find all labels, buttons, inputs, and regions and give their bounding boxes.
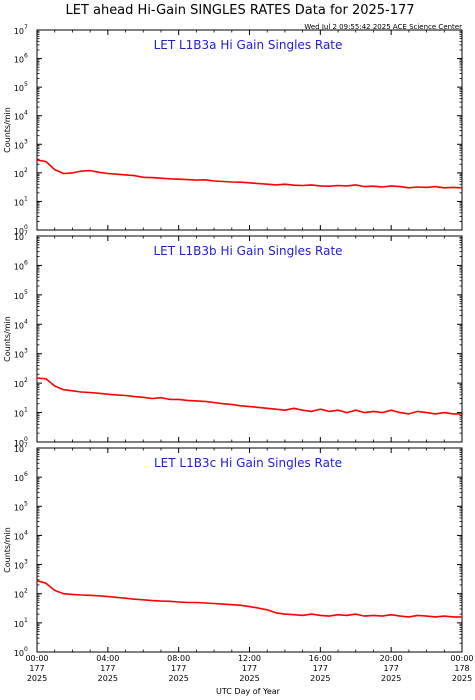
y-tick-label: 10 bbox=[14, 141, 24, 150]
x-tick-label: 2025 bbox=[310, 674, 330, 683]
y-tick-label-exponent: 6 bbox=[24, 471, 28, 478]
y-tick-label-exponent: 7 bbox=[24, 230, 28, 237]
y-tick-label: 10 bbox=[14, 321, 24, 330]
y-tick-label: 10 bbox=[14, 198, 24, 207]
y-tick-label: 10 bbox=[14, 227, 24, 236]
y-tick-label-exponent: 4 bbox=[24, 529, 28, 536]
x-tick-label: 12:00 bbox=[238, 654, 261, 663]
y-tick-label: 10 bbox=[14, 233, 24, 242]
y-tick-label-exponent: 2 bbox=[24, 377, 28, 384]
y-tick-label-exponent: 0 bbox=[24, 646, 28, 653]
panel-title-2: LET L1B3b Hi Gain Singles Rate bbox=[153, 244, 342, 258]
y-tick-label: 10 bbox=[14, 292, 24, 301]
x-tick-label: 177 bbox=[100, 664, 115, 673]
x-tick-label: 2025 bbox=[168, 674, 188, 683]
y-tick-label: 10 bbox=[14, 503, 24, 512]
y-tick-label: 10 bbox=[14, 113, 24, 122]
y-tick-label-exponent: 3 bbox=[24, 348, 28, 355]
y-tick-label: 10 bbox=[14, 649, 24, 658]
y-tick-label-exponent: 2 bbox=[24, 588, 28, 595]
y-tick-label-exponent: 3 bbox=[24, 559, 28, 566]
y-tick-label-exponent: 7 bbox=[24, 24, 28, 31]
x-tick-label: 00:00 bbox=[25, 654, 48, 663]
panel-frame-1 bbox=[36, 29, 463, 231]
series-line-1 bbox=[36, 159, 463, 189]
y-tick-label-exponent: 5 bbox=[24, 289, 28, 296]
x-axis-label: UTC Day of Year bbox=[216, 687, 281, 696]
y-tick-label: 10 bbox=[14, 620, 24, 629]
y-tick-label: 10 bbox=[14, 562, 24, 571]
y-tick-label-exponent: 1 bbox=[24, 407, 28, 414]
y-tick-label: 10 bbox=[14, 351, 24, 360]
y-tick-label-exponent: 5 bbox=[24, 81, 28, 88]
y-tick-label-exponent: 6 bbox=[24, 53, 28, 60]
y-axis-label: Counts/min bbox=[3, 107, 12, 153]
x-tick-label: 2025 bbox=[381, 674, 401, 683]
x-tick-label: 08:00 bbox=[167, 654, 190, 663]
y-tick-label: 10 bbox=[14, 380, 24, 389]
y-tick-label-exponent: 0 bbox=[24, 224, 28, 231]
y-tick-label: 10 bbox=[14, 439, 24, 448]
y-tick-label: 10 bbox=[14, 532, 24, 541]
x-tick-label: 00:00 bbox=[450, 654, 473, 663]
x-tick-label: 177 bbox=[242, 664, 257, 673]
y-tick-label-exponent: 3 bbox=[24, 138, 28, 145]
y-tick-label: 10 bbox=[14, 410, 24, 419]
x-tick-label: 2025 bbox=[239, 674, 259, 683]
x-tick-label: 2025 bbox=[98, 674, 118, 683]
y-tick-label-exponent: 7 bbox=[24, 442, 28, 449]
panel-title-3: LET L1B3c Hi Gain Singles Rate bbox=[154, 456, 342, 470]
y-tick-label-exponent: 4 bbox=[24, 110, 28, 117]
y-tick-label: 10 bbox=[14, 27, 24, 36]
x-tick-label: 177 bbox=[171, 664, 186, 673]
series-line-3 bbox=[36, 579, 462, 618]
y-tick-label-exponent: 1 bbox=[24, 617, 28, 624]
y-tick-label-exponent: 6 bbox=[24, 259, 28, 266]
x-tick-label: 177 bbox=[29, 664, 44, 673]
y-axis-label: Counts/min bbox=[3, 316, 12, 362]
x-tick-label: 16:00 bbox=[309, 654, 332, 663]
x-tick-label: 177 bbox=[384, 664, 399, 673]
panel-frame-2 bbox=[36, 235, 463, 443]
y-tick-label: 10 bbox=[14, 262, 24, 271]
x-tick-label: 04:00 bbox=[96, 654, 119, 663]
panel-frame-3 bbox=[36, 447, 463, 653]
y-tick-label: 10 bbox=[14, 591, 24, 600]
x-tick-label: 2025 bbox=[27, 674, 47, 683]
chart-title: LET ahead Hi-Gain SINGLES RATES Data for… bbox=[65, 3, 414, 18]
y-tick-label-exponent: 5 bbox=[24, 500, 28, 507]
panel-title-1: LET L1B3a Hi Gain Singles Rate bbox=[154, 38, 343, 52]
y-tick-label-exponent: 4 bbox=[24, 318, 28, 325]
y-axis-label: Counts/min bbox=[3, 527, 12, 573]
y-tick-label-exponent: 2 bbox=[24, 167, 28, 174]
y-tick-label-exponent: 0 bbox=[24, 436, 28, 443]
y-tick-label-exponent: 1 bbox=[24, 195, 28, 202]
y-tick-label: 10 bbox=[14, 170, 24, 179]
x-tick-label: 177 bbox=[313, 664, 328, 673]
y-tick-label: 10 bbox=[14, 84, 24, 93]
series-line-2 bbox=[36, 377, 462, 415]
timestamp: Wed Jul 2 09:55:42 2025 ACE Science Cent… bbox=[304, 23, 462, 31]
x-tick-label: 2025 bbox=[452, 674, 472, 683]
x-tick-label: 178 bbox=[454, 664, 469, 673]
y-tick-label: 10 bbox=[14, 474, 24, 483]
y-tick-label: 10 bbox=[14, 445, 24, 454]
x-tick-label: 20:00 bbox=[380, 654, 403, 663]
y-tick-label: 10 bbox=[14, 56, 24, 65]
